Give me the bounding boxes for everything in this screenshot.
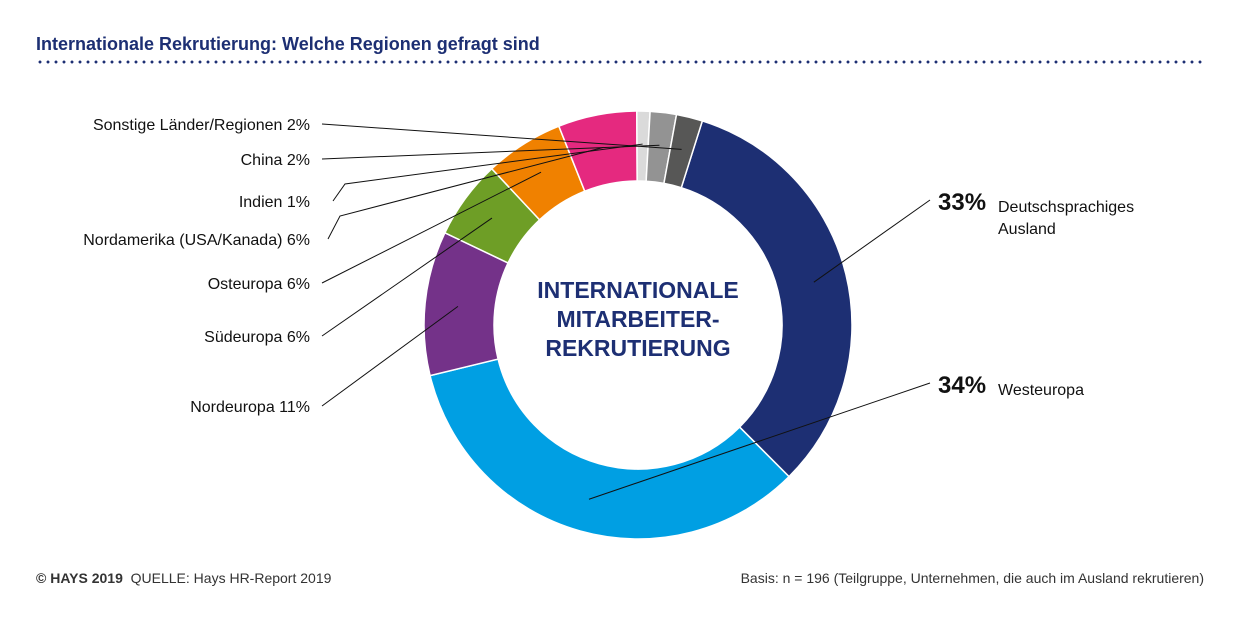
slice-label-8: Sonstige Länder/Regionen 2% (93, 117, 310, 134)
slice-name-0-1: Ausland (998, 221, 1056, 238)
slice-1 (429, 358, 791, 540)
center-label-line-2: MITARBEITER- (556, 306, 719, 332)
leader-line-8 (321, 123, 682, 150)
slice-name-0-0: Deutschsprachiges (998, 199, 1134, 216)
leader-line-6 (332, 143, 643, 202)
leader-line-5 (327, 146, 604, 240)
footer-basis: Basis: n = 196 (Teilgruppe, Unternehmen,… (740, 570, 1204, 586)
slice-label-2: Nordeuropa 11% (190, 399, 310, 416)
slice-label-7: China 2% (241, 152, 310, 169)
donut-chart: 33% Deutschsprachiges Ausland 34% Westeuropa… (83, 110, 1134, 540)
leader-line-0 (813, 199, 931, 283)
copyright: © HAYS 2019 (36, 570, 123, 586)
chart-title: Internationale Rekrutierung: Welche Regi… (36, 34, 540, 54)
source: QUELLE: Hays HR-Report 2019 (130, 570, 332, 586)
slice-value-0: 33% (938, 189, 986, 216)
leader-line-7 (321, 144, 660, 160)
leader-lines (321, 123, 931, 500)
slice-0 (680, 119, 853, 478)
slice-label-3: Südeuropa 6% (204, 329, 310, 346)
leader-line-3 (321, 217, 493, 337)
slice-label-5: Nordamerika (USA/Kanada) 6% (83, 232, 310, 249)
center-label-line-1: INTERNATIONALE (537, 277, 738, 303)
dotted-divider (36, 60, 1206, 64)
leader-line-1 (588, 382, 931, 500)
slice-8 (663, 113, 704, 189)
slice-labels: 33% Deutschsprachiges Ausland 34% Westeuropa… (83, 117, 1134, 416)
slice-value-1: 34% (938, 372, 986, 399)
leader-line-4 (321, 171, 542, 284)
center-label-line-3: REKRUTIERUNG (545, 335, 730, 361)
slice-name-1-0: Westeuropa (998, 382, 1084, 399)
slice-label-4: Osteuropa 6% (208, 276, 310, 293)
footer-source: © HAYS 2019 QUELLE: Hays HR-Report 2019 (36, 570, 331, 586)
leader-line-2 (321, 305, 459, 407)
slice-label-6: Indien 1% (239, 194, 310, 211)
